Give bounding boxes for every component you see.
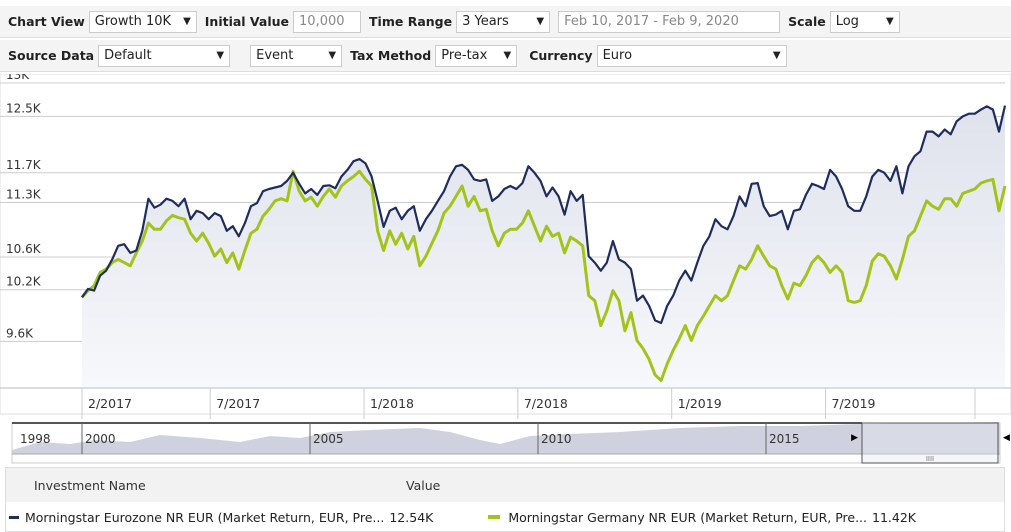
series-area-0 xyxy=(82,105,1005,387)
chevron-down-icon: ▼ xyxy=(328,50,337,61)
tax-method-select[interactable]: Pre-tax ▼ xyxy=(435,44,518,67)
legend-header: Investment Name Value xyxy=(6,468,1004,502)
chart-view-label: Chart View xyxy=(8,14,85,29)
y-tick-label: 10.6K xyxy=(6,242,42,256)
time-range-value: 3 Years xyxy=(462,14,509,29)
navigator-right-handle-icon[interactable]: ◀ xyxy=(1003,433,1010,443)
legend-row: Morningstar Eurozone NR EUR (Market Retu… xyxy=(6,502,1004,532)
scale-label: Scale xyxy=(788,14,826,29)
initial-value-label: Initial Value xyxy=(204,14,290,29)
series-line-eurozone xyxy=(81,105,1007,325)
date-range-input[interactable]: Feb 10, 2017 - Feb 9, 2020 xyxy=(558,10,781,33)
chevron-down-icon: ▼ xyxy=(216,50,225,61)
navigator-year-label: 2015 xyxy=(769,432,800,446)
navigator-year-label: 2010 xyxy=(541,432,572,446)
navigator-year-label: 2000 xyxy=(85,432,116,446)
germany-swatch-icon xyxy=(488,515,501,519)
navigator-selection[interactable] xyxy=(861,422,999,464)
legend-item-value: 11.42K xyxy=(872,509,916,525)
chevron-down-icon: ▼ xyxy=(886,16,894,27)
source-data-value: Default xyxy=(104,48,152,63)
legend-item-name[interactable]: Morningstar Germany NR EUR (Market Retur… xyxy=(508,509,867,525)
tax-method-value: Pre-tax xyxy=(441,48,488,63)
navigator-year-label: 2005 xyxy=(313,432,344,446)
event-value: Event xyxy=(256,48,294,63)
y-tick-label: 12.5K xyxy=(6,101,42,115)
chart-view-select[interactable]: Growth 10K ▼ xyxy=(88,10,197,33)
tax-method-label: Tax Method xyxy=(350,48,432,63)
initial-value-input[interactable]: 10,000 xyxy=(293,10,362,33)
time-range-label: Time Range xyxy=(369,14,453,29)
x-tick-label: 1/2019 xyxy=(678,396,722,411)
legend-item-name[interactable]: Morningstar Eurozone NR EUR (Market Retu… xyxy=(25,509,385,525)
toolbar-row-1: Chart View Growth 10K ▼ Initial Value 10,… xyxy=(0,6,1011,38)
source-data-select[interactable]: Default ▼ xyxy=(98,44,231,67)
toolbar-row-2: Source Data Default ▼ Event ▼ Tax Method P… xyxy=(0,40,1011,72)
value-header: Value xyxy=(406,477,441,493)
y-tick-label: 11.7K xyxy=(6,158,42,172)
growth-chart: 13K 12.5K 11.7K 11.3K 10.6K 10.2K 9.6K 2/2017 7/… xyxy=(0,74,1011,419)
legend-table: Investment Name Value Morningstar Eurozo… xyxy=(5,467,1005,532)
series-line-germany xyxy=(80,169,1007,382)
currency-value: Euro xyxy=(602,48,633,63)
chevron-down-icon: ▼ xyxy=(183,16,191,27)
y-tick-label: 13K xyxy=(6,74,30,82)
scale-select[interactable]: Log ▼ xyxy=(829,10,900,33)
chevron-down-icon: ▼ xyxy=(536,16,545,27)
x-tick-label: 7/2019 xyxy=(832,396,876,411)
chevron-down-icon: ▼ xyxy=(772,50,781,61)
time-range-select[interactable]: 3 Years ▼ xyxy=(456,10,551,33)
navigator-area xyxy=(12,422,1000,454)
y-tick-label: 10.2K xyxy=(6,275,42,289)
y-tick-label: 11.3K xyxy=(6,187,42,201)
currency-select[interactable]: Euro ▼ xyxy=(596,44,787,67)
legend-item-value: 12.54K xyxy=(389,509,434,525)
event-select[interactable]: Event ▼ xyxy=(250,44,343,67)
y-tick-label: 9.6K xyxy=(6,326,34,340)
eurozone-swatch-icon xyxy=(9,515,19,519)
x-tick-label: 2/2017 xyxy=(88,396,132,411)
chevron-down-icon: ▼ xyxy=(503,50,512,61)
x-tick-label: 7/2018 xyxy=(524,396,568,411)
navigator-left-handle-icon[interactable]: ▶ xyxy=(851,433,858,443)
investment-name-header: Investment Name xyxy=(34,477,146,493)
source-data-label: Source Data xyxy=(8,48,95,63)
scale-value: Log xyxy=(835,14,859,29)
range-navigator[interactable]: 1998 2000 2005 2010 2015 ▶ ◀ IIII xyxy=(0,420,1011,466)
navigator-grip-icon[interactable]: IIII xyxy=(926,455,934,463)
chart-view-value: Growth 10K xyxy=(94,14,172,29)
currency-label: Currency xyxy=(529,48,593,63)
x-tick-label: 1/2018 xyxy=(370,396,414,411)
x-tick-label: 7/2017 xyxy=(216,396,260,411)
navigator-year-label: 1998 xyxy=(20,432,51,446)
